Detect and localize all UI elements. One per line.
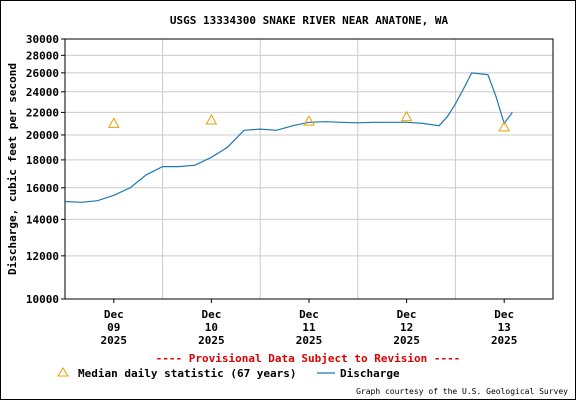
- y-tick-label: 30000: [26, 33, 59, 46]
- legend-median-label: Median daily statistic (67 years): [78, 367, 297, 380]
- y-tick-label: 14000: [26, 213, 59, 226]
- y-axis-label: Discharge, cubic feet per second: [6, 63, 19, 275]
- x-tick-label: 2025: [198, 334, 225, 347]
- median-marker: [498, 120, 511, 132]
- x-tick-label: 10: [205, 321, 218, 334]
- y-tick-label: 26000: [26, 67, 59, 80]
- x-tick-label: 12: [400, 321, 413, 334]
- y-tick-label: 12000: [26, 250, 59, 263]
- median-marker: [303, 115, 315, 126]
- legend: Median daily statistic (67 years) Discha…: [57, 367, 400, 380]
- y-tick-label: 18000: [26, 154, 59, 167]
- y-tick-label: 20000: [26, 129, 59, 142]
- x-tick-label: 2025: [393, 334, 420, 347]
- legend-discharge-label: Discharge: [340, 367, 400, 380]
- y-tick-label: 28000: [26, 49, 59, 62]
- y-tick-label: 24000: [26, 86, 59, 99]
- series-layer: [64, 72, 513, 203]
- x-tick-label: 09: [107, 321, 120, 334]
- y-axis-ticks: 10000 12000 14000 16000 18000 20000 22000 24000…: [26, 33, 65, 306]
- chart-title: USGS 13334300 SNAKE RIVER NEAR ANATONE, …: [170, 14, 449, 27]
- credit-text: Graph courtesy of the U.S. Geological Su…: [356, 387, 568, 396]
- x-tick-label: 2025: [491, 334, 518, 347]
- x-axis-ticks: Dec092025Dec102025Dec112025Dec122025Dec1…: [101, 299, 518, 347]
- x-tick-label: Dec: [201, 308, 221, 321]
- y-tick-label: 10000: [26, 293, 59, 306]
- x-tick-label: Dec: [397, 308, 417, 321]
- x-tick-label: Dec: [299, 308, 319, 321]
- x-tick-label: 2025: [101, 334, 128, 347]
- x-tick-label: Dec: [494, 308, 514, 321]
- x-tick-label: Dec: [104, 308, 124, 321]
- x-tick-label: 13: [498, 321, 511, 334]
- median-marker: [400, 110, 413, 122]
- median-marker: [205, 114, 218, 125]
- x-tick-label: 2025: [296, 334, 323, 347]
- discharge-line: [64, 72, 513, 203]
- x-tick-label: 11: [302, 321, 316, 334]
- median-marker: [107, 117, 120, 128]
- grid-lines: [65, 38, 553, 300]
- y-tick-label: 16000: [26, 182, 59, 195]
- y-tick-label: 22000: [26, 106, 59, 119]
- provisional-notice: ---- Provisional Data Subject to Revisio…: [156, 352, 461, 365]
- plot-area: [64, 38, 554, 300]
- legend-median-marker: [57, 367, 69, 377]
